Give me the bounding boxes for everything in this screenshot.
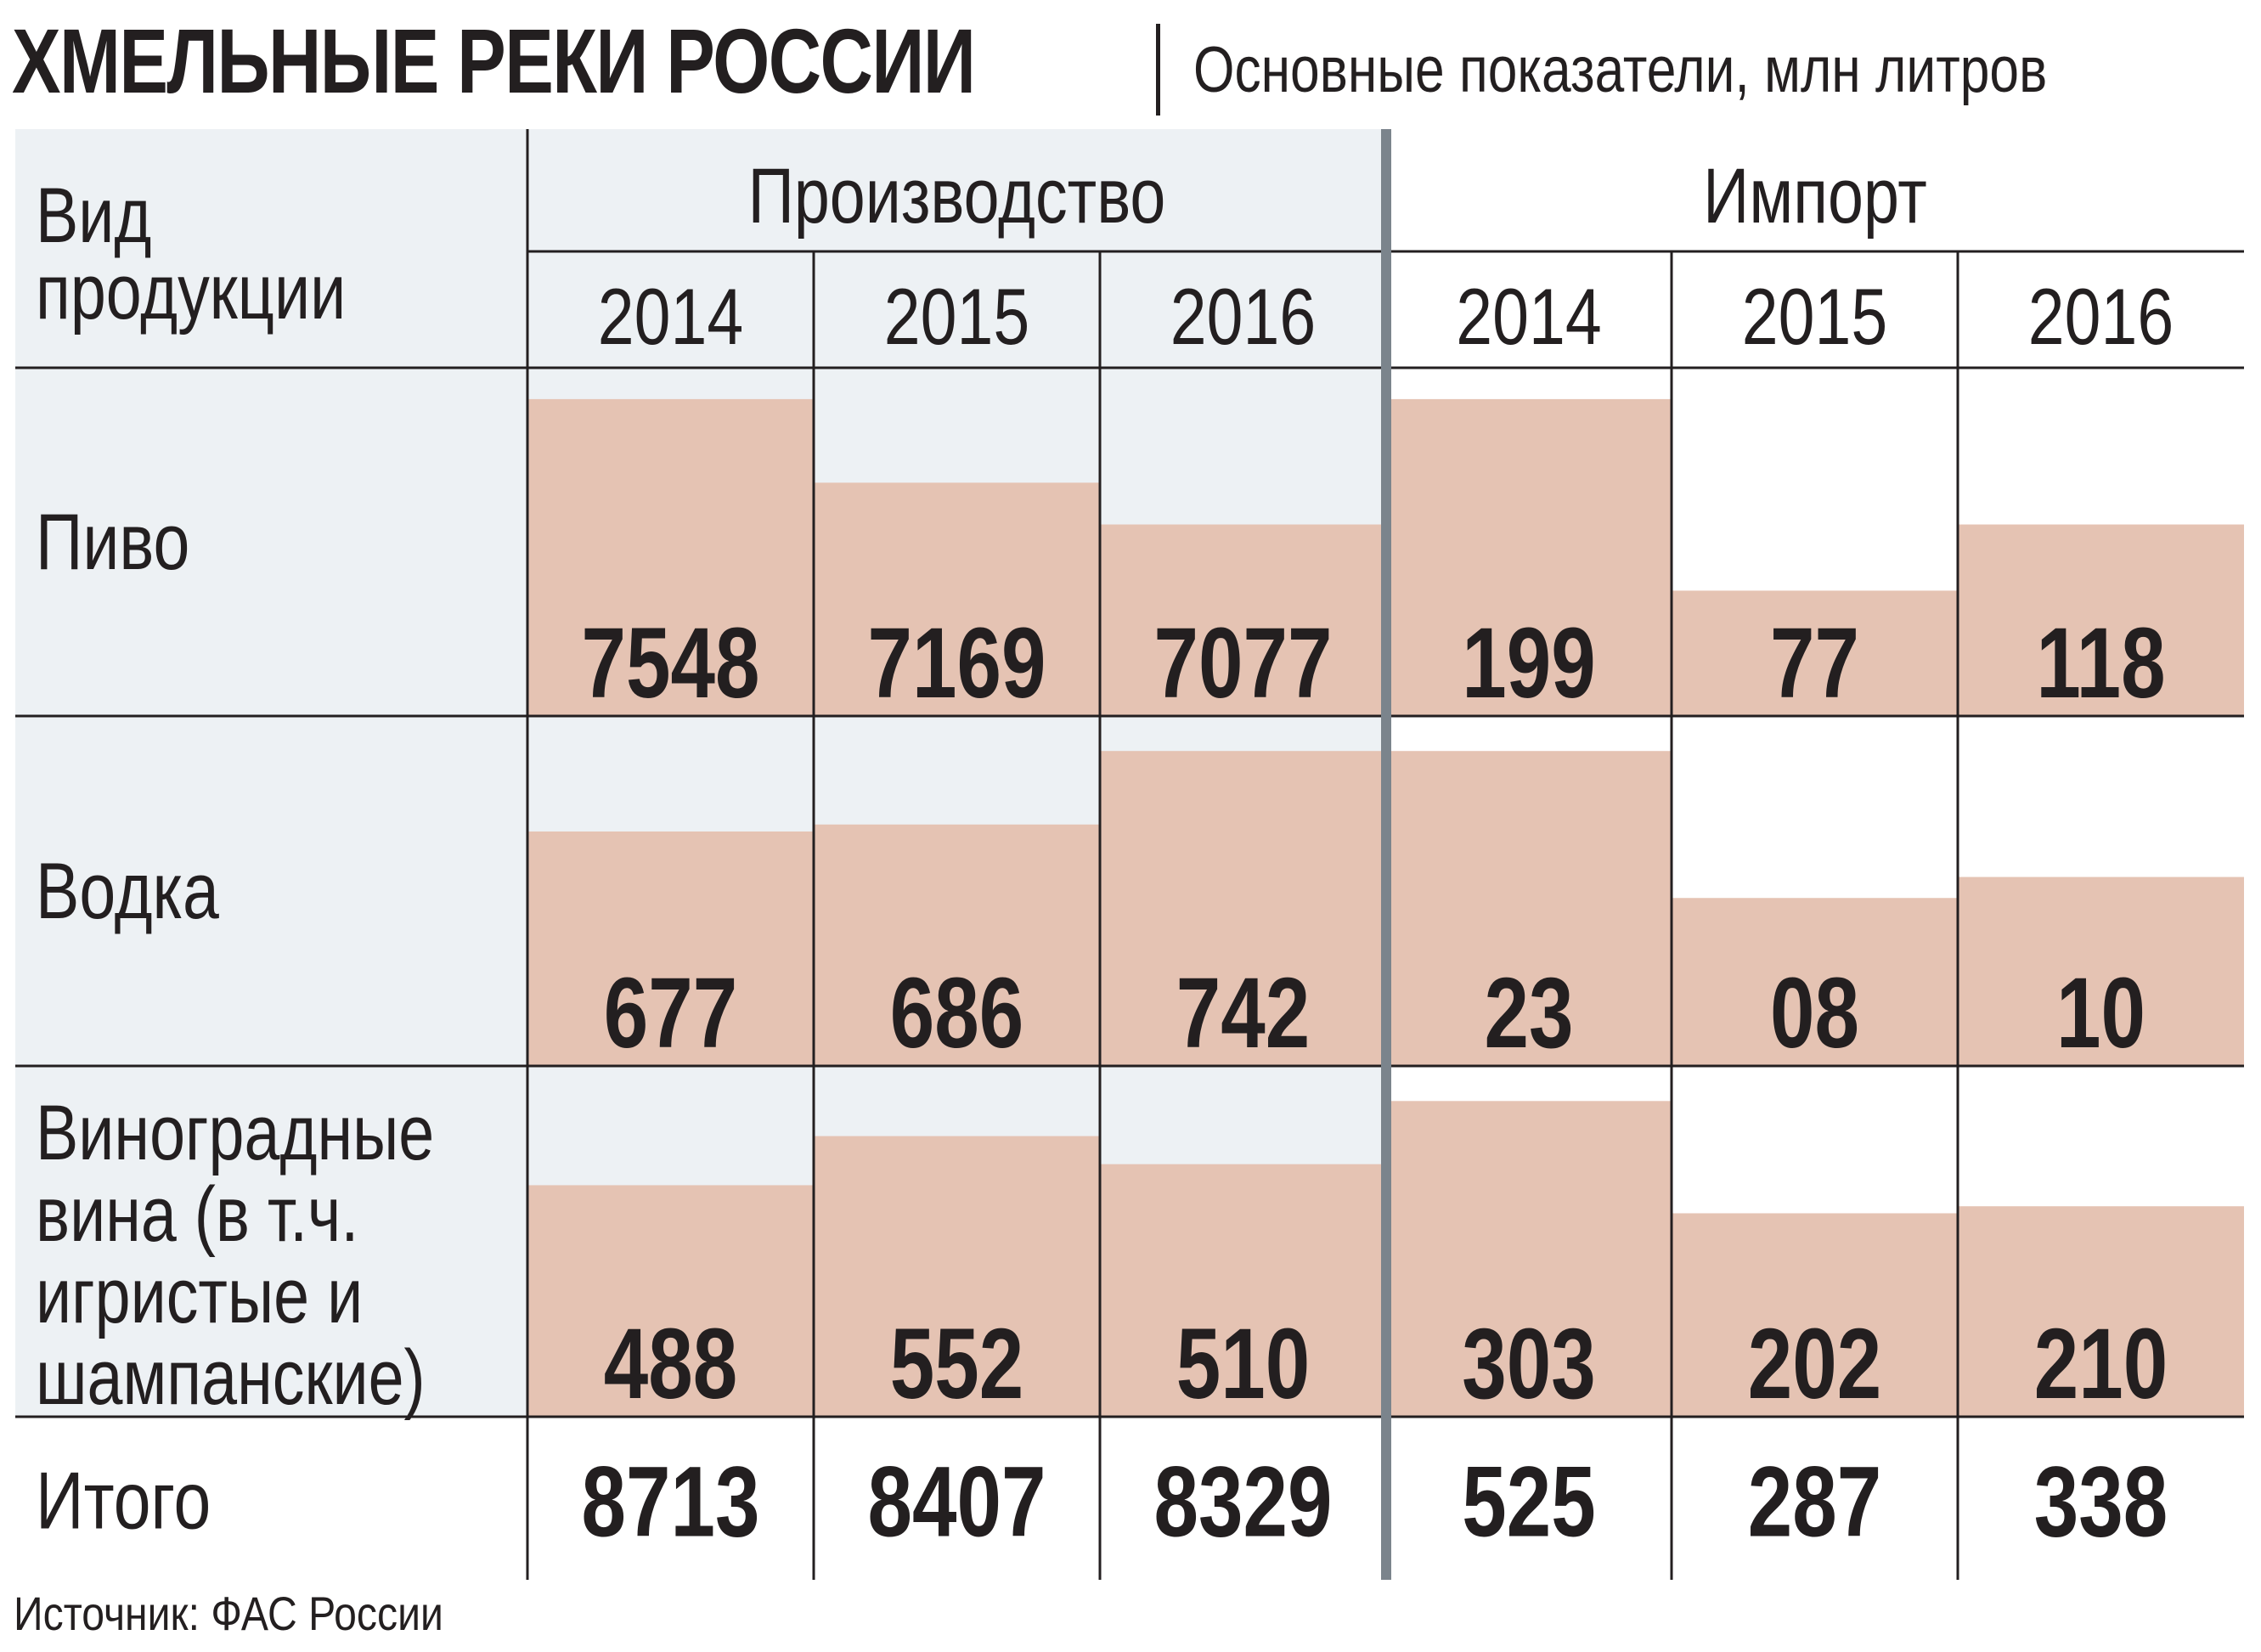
row-header-label-line1: Вид	[36, 172, 151, 259]
bar-import-пиво-0	[1386, 398, 1672, 716]
bar-import-водка-1	[1672, 898, 1958, 1066]
total-value-2: 8329	[1154, 1445, 1333, 1558]
chart-subtitle: Основные показатели, млн литров	[1193, 34, 2048, 106]
bar-import-пиво-2	[1958, 524, 2244, 716]
value-label-2-1: 552	[890, 1307, 1023, 1420]
value-label-2-4: 202	[1748, 1307, 1881, 1420]
source-note: Источник: ФАС России	[14, 1587, 443, 1640]
value-label-2-2: 510	[1176, 1307, 1310, 1420]
bar-production-пиво-0	[527, 398, 814, 716]
value-label-1-5: 10	[2056, 956, 2145, 1069]
total-value-0: 8713	[582, 1445, 760, 1558]
row-label-2-line2: игристые и	[36, 1252, 363, 1339]
value-label-1-3: 23	[1485, 956, 1574, 1069]
year-header-0: 2014	[598, 273, 743, 362]
value-label-2-5: 210	[2034, 1307, 2168, 1420]
value-label-2-3: 303	[1462, 1307, 1595, 1420]
value-label-0-0: 7548	[582, 606, 760, 719]
bar-production-водка-2	[1100, 751, 1386, 1066]
row-label-0: Пиво	[36, 498, 189, 587]
row-label-2-line1: вина (в т.ч.	[36, 1170, 358, 1258]
total-value-1: 8407	[868, 1445, 1046, 1558]
total-value-3: 525	[1462, 1445, 1595, 1558]
value-label-0-2: 7077	[1154, 606, 1333, 719]
chart-title: ХМЕЛЬНЫЕ РЕКИ РОССИИ	[12, 9, 976, 112]
value-label-1-0: 677	[604, 956, 737, 1069]
value-label-1-4: 08	[1770, 956, 1859, 1069]
value-label-0-3: 199	[1462, 606, 1595, 719]
value-label-0-4: 77	[1770, 606, 1859, 719]
bar-import-виноградные-0	[1386, 1101, 1672, 1417]
bar-production-водка-1	[814, 824, 1100, 1066]
bar-production-виноградные-1	[814, 1136, 1100, 1417]
row-label-2-line3: шампанские)	[36, 1333, 426, 1421]
bar-import-водка-0	[1386, 751, 1672, 1066]
group-header-production: Производство	[748, 152, 1166, 240]
bar-production-виноградные-0	[527, 1185, 814, 1417]
group-header-import: Импорт	[1703, 152, 1927, 240]
bar-production-пиво-1	[814, 482, 1100, 716]
value-label-0-5: 118	[2036, 606, 2165, 719]
bar-import-виноградные-1	[1672, 1213, 1958, 1417]
bar-layer	[527, 398, 2244, 1417]
bar-import-пиво-1	[1672, 590, 1958, 716]
year-header-1: 2015	[884, 273, 1029, 362]
value-label-1-1: 686	[890, 956, 1023, 1069]
value-label-0-1: 7169	[868, 606, 1046, 719]
total-background	[15, 1417, 2244, 1580]
bar-import-виноградные-2	[1958, 1206, 2244, 1417]
bar-import-водка-2	[1958, 877, 2244, 1066]
bar-production-водка-0	[527, 831, 814, 1066]
value-label-1-2: 742	[1176, 956, 1310, 1069]
grid-lines	[15, 129, 2244, 1580]
total-value-5: 338	[2034, 1445, 2168, 1558]
year-header-4: 2015	[1742, 273, 1887, 362]
row-header-label-line2: продукции	[36, 248, 346, 335]
total-label: Итого	[36, 1455, 211, 1546]
total-value-4: 287	[1748, 1445, 1881, 1558]
bar-production-виноградные-2	[1100, 1164, 1386, 1417]
year-header-5: 2016	[2028, 273, 2174, 362]
year-header-3: 2014	[1456, 273, 1601, 362]
title-separator	[1156, 24, 1160, 116]
bar-production-пиво-2	[1100, 524, 1386, 716]
value-label-2-0: 488	[604, 1307, 737, 1420]
year-header-2: 2016	[1170, 273, 1316, 362]
row-label-2-line0: Виноградные	[36, 1089, 434, 1176]
row-label-1: Водка	[36, 847, 219, 936]
